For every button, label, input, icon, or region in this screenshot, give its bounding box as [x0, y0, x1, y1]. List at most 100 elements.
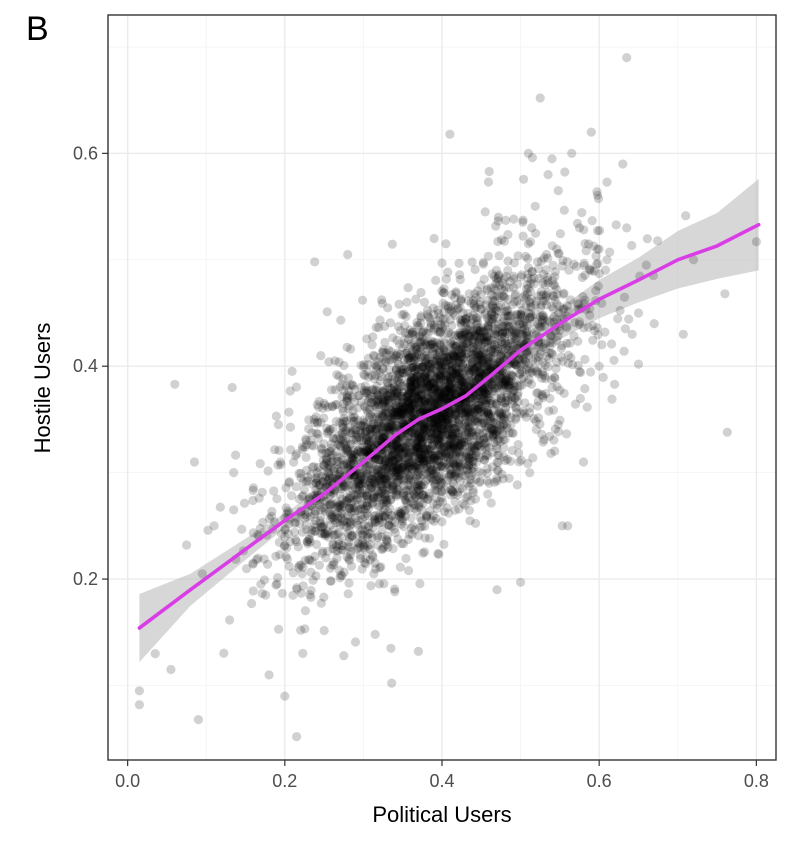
data-point	[324, 426, 334, 436]
data-point	[365, 540, 375, 550]
data-point	[530, 363, 540, 373]
data-point	[424, 466, 434, 476]
data-point	[431, 485, 441, 495]
data-point	[532, 388, 542, 398]
data-point	[409, 391, 419, 401]
data-point	[543, 170, 553, 180]
data-point	[316, 512, 326, 522]
data-point	[392, 388, 402, 398]
data-point	[333, 439, 343, 449]
data-point	[328, 530, 338, 540]
data-point	[458, 360, 468, 370]
data-point	[462, 338, 472, 349]
data-point	[412, 349, 422, 359]
data-point	[442, 385, 452, 395]
data-point	[498, 381, 508, 391]
data-point	[306, 592, 316, 603]
data-point	[365, 544, 375, 554]
data-point	[433, 434, 443, 444]
data-point	[451, 288, 461, 298]
data-point	[521, 301, 531, 311]
data-point	[464, 505, 474, 515]
data-point	[447, 439, 457, 449]
data-point	[346, 546, 356, 556]
data-point	[344, 554, 354, 564]
data-point	[357, 447, 367, 457]
data-point	[463, 308, 473, 318]
data-point	[379, 475, 389, 485]
data-point	[447, 487, 458, 497]
data-point	[522, 331, 532, 341]
data-point	[515, 354, 525, 364]
data-point	[362, 541, 372, 551]
data-point	[494, 306, 504, 316]
data-point	[377, 400, 387, 411]
data-point	[507, 325, 517, 335]
data-point	[378, 426, 388, 436]
data-point	[445, 438, 455, 449]
data-point	[362, 405, 372, 415]
data-point	[579, 258, 589, 268]
data-point	[410, 525, 420, 535]
data-point	[409, 411, 419, 421]
data-point	[371, 453, 381, 463]
data-point	[473, 405, 483, 415]
data-point	[352, 403, 363, 413]
data-point	[341, 440, 351, 450]
data-point	[426, 397, 436, 407]
data-point	[411, 425, 422, 436]
data-point	[476, 335, 486, 345]
data-point	[367, 459, 377, 469]
data-point	[313, 402, 324, 412]
data-point	[311, 515, 321, 526]
data-point	[432, 424, 442, 434]
data-point	[474, 428, 484, 438]
data-point	[450, 310, 460, 320]
data-point	[264, 670, 274, 680]
data-point	[419, 453, 429, 463]
data-point	[248, 495, 258, 506]
data-point	[319, 528, 329, 539]
data-point	[396, 469, 406, 479]
data-point	[473, 340, 483, 350]
data-point	[313, 433, 323, 443]
data-point	[367, 473, 377, 484]
data-point	[409, 383, 419, 393]
data-point	[468, 456, 478, 466]
data-point	[383, 537, 393, 547]
data-point	[461, 348, 471, 359]
data-point	[552, 335, 562, 345]
data-point	[407, 350, 417, 360]
data-point	[413, 370, 423, 380]
data-point	[368, 419, 378, 429]
data-point	[462, 478, 472, 488]
data-point	[404, 407, 414, 417]
data-point	[366, 429, 376, 439]
data-point	[410, 387, 420, 397]
data-point	[501, 372, 511, 382]
data-point	[419, 423, 429, 433]
data-point	[600, 265, 611, 275]
data-point	[248, 528, 258, 538]
data-point	[423, 373, 433, 384]
data-point	[396, 365, 406, 375]
data-point	[358, 421, 368, 431]
data-point	[484, 423, 494, 433]
data-point	[472, 326, 482, 336]
data-point	[367, 423, 377, 433]
data-point	[380, 421, 390, 432]
data-point	[513, 310, 523, 320]
data-point	[456, 460, 466, 470]
data-point	[429, 310, 439, 320]
data-point	[284, 519, 294, 529]
data-point	[527, 367, 537, 377]
data-point	[406, 382, 416, 392]
data-point	[496, 413, 506, 423]
data-point	[503, 321, 513, 331]
data-point	[406, 447, 416, 457]
data-point	[499, 236, 509, 246]
data-point	[464, 422, 474, 433]
data-point	[502, 423, 512, 433]
